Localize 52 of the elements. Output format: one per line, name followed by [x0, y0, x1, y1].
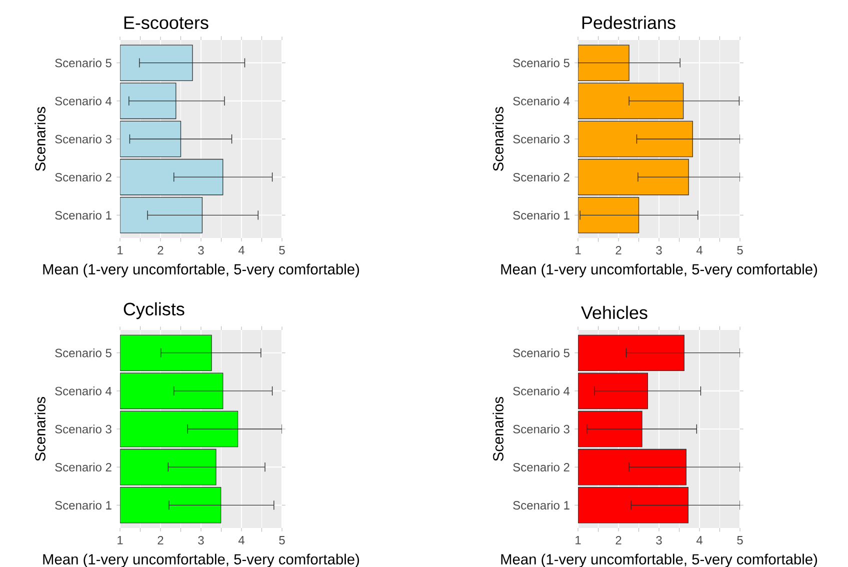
x-tick-label: 2	[616, 536, 622, 544]
y-axis-title: Scenarios	[492, 106, 504, 171]
x-tick-label: 3	[198, 246, 204, 255]
x-tick-label: 3	[656, 536, 662, 545]
y-tick-label: Scenario 3	[513, 424, 570, 434]
x-tick-label: 4	[696, 246, 702, 254]
y-tick-label: Scenario 2	[513, 462, 570, 472]
y-tick-label: Scenario 5	[55, 58, 112, 68]
y-tick-label: Scenario 3	[513, 134, 570, 144]
chart-title: E-scooters	[124, 16, 208, 30]
x-tick-label: 1	[576, 246, 581, 254]
x-tick-label: 4	[238, 246, 244, 254]
y-tick-label: Scenario 3	[55, 424, 112, 434]
y-tick-label: Scenario 3	[55, 134, 112, 144]
y-tick-label: Scenario 1	[513, 210, 570, 220]
y-tick-label: Scenario 2	[513, 172, 570, 182]
x-tick-label: 1	[576, 536, 581, 544]
y-axis-title: Scenarios	[34, 106, 46, 171]
y-tick-label: Scenario 1	[513, 500, 570, 510]
x-axis-title: Mean (1-very uncomfortable, 5-very comfortable)	[43, 264, 359, 278]
y-axis-title: Scenarios	[34, 396, 46, 461]
x-tick-label: 5	[279, 536, 285, 544]
x-axis-title: Mean (1-very uncomfortable, 5-very comfortable)	[43, 554, 359, 567]
x-tick-label: 2	[616, 246, 622, 254]
x-tick-label: 1	[118, 536, 123, 544]
x-tick-label: 2	[158, 536, 164, 544]
y-tick-label: Scenario 5	[55, 348, 112, 358]
y-tick-label: Scenario 1	[55, 500, 112, 510]
x-axis-title: Mean (1-very uncomfortable, 5-very comfortable)	[501, 264, 818, 278]
y-tick-label: Scenario 1	[55, 210, 112, 220]
y-tick-label: Scenario 5	[513, 348, 570, 358]
x-tick-label: 5	[737, 536, 743, 544]
x-tick-label: 5	[737, 246, 743, 254]
x-tick-label: 3	[656, 246, 662, 255]
x-tick-label: 4	[696, 536, 702, 544]
x-axis-title: Mean (1-very uncomfortable, 5-very comfortable)	[501, 554, 818, 567]
y-tick-label: Scenario 2	[55, 462, 112, 472]
chart-title: Cyclists	[124, 302, 184, 320]
y-tick-label: Scenario 4	[55, 386, 112, 396]
x-tick-label: 2	[158, 246, 164, 254]
chart-title: Vehicles	[581, 306, 648, 320]
y-tick-label: Scenario 4	[513, 386, 570, 396]
x-tick-label: 4	[238, 536, 244, 544]
y-tick-label: Scenario 5	[513, 58, 570, 68]
y-tick-label: Scenario 4	[55, 96, 112, 106]
y-tick-label: Scenario 2	[55, 172, 112, 182]
y-tick-label: Scenario 4	[513, 96, 570, 106]
x-tick-label: 1	[118, 246, 123, 254]
x-tick-label: 5	[279, 246, 285, 254]
y-axis-title: Scenarios	[492, 396, 504, 461]
chart-title: Pedestrians	[582, 16, 676, 30]
x-tick-label: 3	[198, 536, 204, 545]
